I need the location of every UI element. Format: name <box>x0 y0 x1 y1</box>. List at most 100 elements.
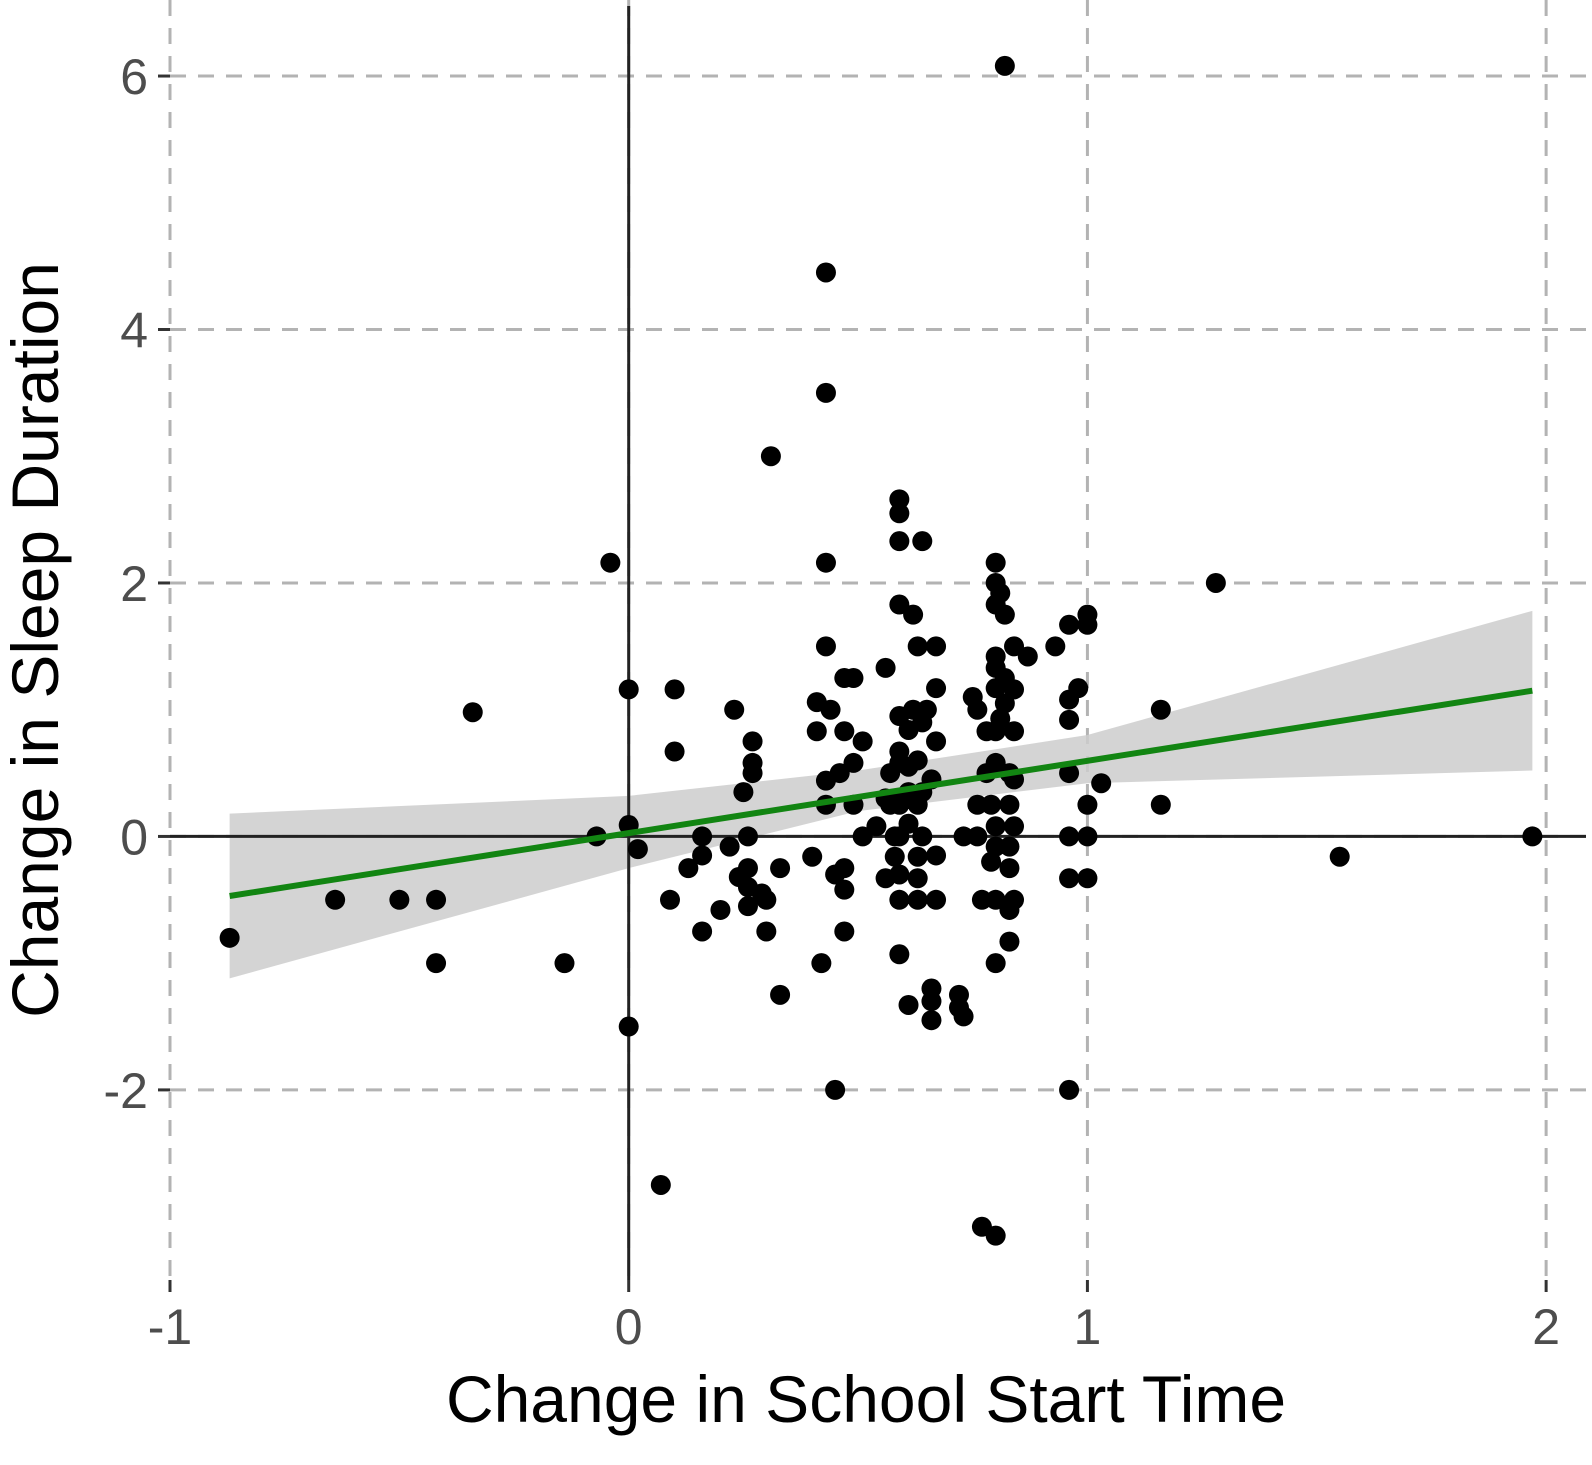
data-point-15 <box>664 741 685 762</box>
data-point-88 <box>898 813 919 834</box>
data-point-56 <box>834 879 855 900</box>
data-point-176 <box>994 55 1015 76</box>
data-point-113 <box>953 826 974 847</box>
data-point-109 <box>926 845 947 866</box>
data-point-1 <box>325 889 346 910</box>
data-point-118 <box>967 699 988 720</box>
data-point-82 <box>889 889 910 910</box>
data-point-156 <box>1045 636 1066 657</box>
data-point-48 <box>815 552 836 573</box>
data-point-141 <box>994 604 1015 625</box>
data-point-13 <box>650 1174 671 1195</box>
data-point-84 <box>898 994 919 1015</box>
data-point-106 <box>926 636 947 657</box>
data-point-83 <box>889 944 910 965</box>
data-point-23 <box>724 699 745 720</box>
data-point-55 <box>834 858 855 879</box>
data-point-150 <box>1004 679 1025 700</box>
data-point-105 <box>921 1010 942 1031</box>
data-point-2 <box>389 889 410 910</box>
data-points <box>219 55 1543 1246</box>
data-point-66 <box>875 657 896 678</box>
data-point-63 <box>866 816 887 837</box>
x-tick-label-3: 2 <box>1532 1299 1560 1355</box>
data-point-31 <box>742 752 763 773</box>
data-point-172 <box>1150 794 1171 815</box>
x-tick-label-1: 0 <box>615 1299 643 1355</box>
data-point-60 <box>843 668 864 689</box>
data-point-46 <box>815 382 836 403</box>
data-point-134 <box>985 836 1006 857</box>
data-point-5 <box>462 702 483 723</box>
fit-line-group <box>229 687 1533 899</box>
data-point-154 <box>1004 889 1025 910</box>
data-point-119 <box>971 889 992 910</box>
data-point-161 <box>1059 826 1080 847</box>
data-point-95 <box>907 868 928 889</box>
data-point-164 <box>1068 678 1089 699</box>
data-point-62 <box>852 826 873 847</box>
data-point-21 <box>710 899 731 920</box>
data-point-20 <box>692 845 713 866</box>
data-point-35 <box>756 889 777 910</box>
y-tick-label-1: 0 <box>120 809 148 865</box>
data-point-18 <box>692 921 713 942</box>
data-point-3 <box>426 889 447 910</box>
data-point-108 <box>926 731 947 752</box>
data-point-138 <box>990 583 1011 604</box>
reference-lines <box>170 6 1586 1280</box>
data-point-137 <box>985 1225 1006 1246</box>
y-axis-title: Change in Sleep Duration <box>0 262 72 1018</box>
data-point-14 <box>659 889 680 910</box>
data-point-167 <box>1077 794 1098 815</box>
data-point-52 <box>829 763 850 784</box>
x-tick-label-0: -1 <box>148 1299 192 1355</box>
grid-lines <box>168 0 1592 1280</box>
data-point-148 <box>999 836 1020 857</box>
data-point-58 <box>843 752 864 773</box>
data-point-123 <box>981 794 1002 815</box>
data-point-160 <box>1059 763 1080 784</box>
data-point-73 <box>889 531 910 552</box>
data-point-174 <box>1329 846 1350 867</box>
data-point-153 <box>1004 816 1025 837</box>
data-point-22 <box>719 836 740 857</box>
axis-ticks: -1 0 1 2 -2 0 2 4 6 <box>104 49 1561 1355</box>
data-point-12 <box>627 839 648 860</box>
data-point-4 <box>426 953 447 974</box>
data-point-38 <box>770 858 791 879</box>
data-point-57 <box>834 921 855 942</box>
data-point-116 <box>967 794 988 815</box>
data-point-90 <box>903 604 924 625</box>
data-point-169 <box>1077 868 1098 889</box>
data-point-94 <box>907 846 928 867</box>
data-point-104 <box>921 991 942 1012</box>
data-point-147 <box>999 931 1020 952</box>
data-point-39 <box>802 846 823 867</box>
data-point-114 <box>953 1006 974 1027</box>
data-point-136 <box>985 953 1006 974</box>
data-point-81 <box>889 864 910 885</box>
data-point-71 <box>889 489 910 510</box>
data-point-32 <box>742 731 763 752</box>
data-point-41 <box>806 721 827 742</box>
data-point-132 <box>985 752 1006 773</box>
data-point-49 <box>820 699 841 720</box>
data-point-124 <box>981 851 1002 872</box>
data-point-173 <box>1205 572 1226 593</box>
data-point-51 <box>825 1079 846 1100</box>
data-point-27 <box>737 858 758 879</box>
data-point-144 <box>999 794 1020 815</box>
data-point-47 <box>815 262 836 283</box>
data-point-166 <box>1077 614 1098 635</box>
data-point-125 <box>985 552 1006 573</box>
data-point-117 <box>967 826 988 847</box>
data-point-37 <box>770 984 791 1005</box>
y-tick-label-3: 4 <box>120 303 148 359</box>
data-point-26 <box>737 826 758 847</box>
data-point-133 <box>985 816 1006 837</box>
data-point-96 <box>907 889 928 910</box>
data-point-34 <box>756 921 777 942</box>
data-point-19 <box>692 826 713 847</box>
